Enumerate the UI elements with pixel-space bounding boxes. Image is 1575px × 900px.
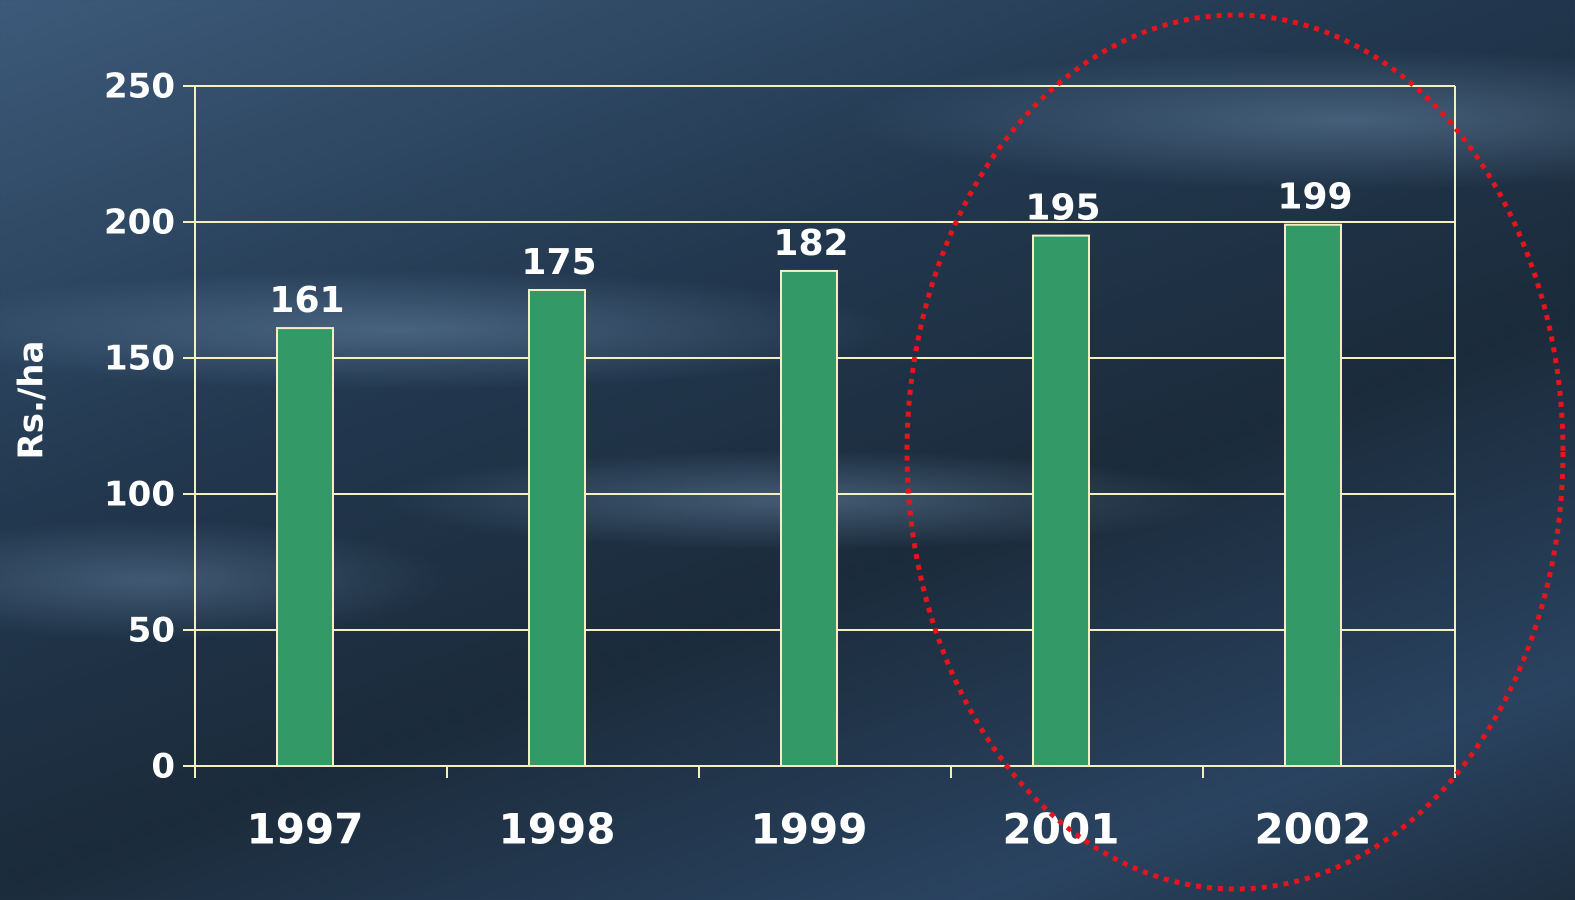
x-tick-label: 1999 (751, 805, 868, 854)
y-tick-label: 0 (151, 747, 175, 787)
y-tick-label: 250 (104, 67, 175, 107)
y-tick-label: 200 (104, 203, 175, 243)
x-tick-label: 2002 (1255, 805, 1372, 854)
data-label: 161 (269, 280, 344, 321)
bar (1032, 234, 1090, 768)
bar (780, 269, 838, 767)
bar (276, 327, 334, 767)
y-tick-label: 150 (104, 339, 175, 379)
highlight-ellipse (904, 12, 1566, 892)
x-tick-label: 2001 (1003, 805, 1120, 854)
x-tick-label: 1998 (499, 805, 616, 854)
plot: 0 50 100 150 200 250 1997 161 1998 175 1999 182 2001… (104, 67, 1456, 854)
y-axis-label: Rs./ha (12, 341, 52, 460)
y-tick-label: 100 (104, 475, 175, 515)
y-tick-label: 50 (128, 611, 175, 651)
x-tick-label: 1997 (247, 805, 364, 854)
bar (528, 289, 586, 767)
data-label: 195 (1025, 188, 1100, 229)
data-label: 199 (1277, 177, 1352, 218)
data-label: 175 (521, 242, 596, 283)
data-label: 182 (773, 223, 848, 264)
bar (1284, 223, 1342, 768)
